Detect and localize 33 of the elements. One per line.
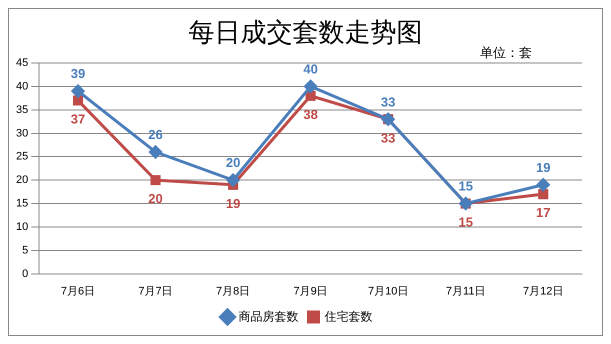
data-label: 40 <box>303 62 318 76</box>
data-label: 39 <box>70 66 86 82</box>
data-label: 15 <box>458 178 473 194</box>
data-label: 17 <box>536 205 550 220</box>
y-tick-label: 45 <box>16 57 28 70</box>
text: 单位：套 <box>480 45 532 60</box>
x-tick-label: 7月12日 <box>523 285 564 298</box>
x-tick-label: 7月7日 <box>138 285 173 298</box>
legend-label: 商品房套数 <box>238 309 298 324</box>
data-label: 19 <box>536 160 550 175</box>
legend-label: 住宅套数 <box>324 309 372 324</box>
y-tick-label: 10 <box>16 220 28 233</box>
x-tick-label: 7月10日 <box>368 285 408 298</box>
data-label: 15 <box>458 214 473 230</box>
x-tick-label: 7月8日 <box>216 285 250 298</box>
chart-title: 每日成交套数走势图 <box>188 18 422 48</box>
y-tick-label: 25 <box>16 150 28 163</box>
y-tick-label: 40 <box>16 80 28 92</box>
x-tick-label: 7月6日 <box>60 285 96 298</box>
x-tick-label: 7月9日 <box>293 285 328 298</box>
data-label: 20 <box>148 191 163 206</box>
y-tick-label: 30 <box>16 127 28 140</box>
y-tick-label: 20 <box>16 174 28 186</box>
data-label: 37 <box>70 112 86 127</box>
y-tick-label: 0 <box>22 268 28 280</box>
data-label: 33 <box>380 94 396 110</box>
data-label: 33 <box>380 130 396 146</box>
x-tick-label: 7月11日 <box>446 285 486 298</box>
y-tick-label: 35 <box>16 104 28 116</box>
y-tick-label: 5 <box>22 244 28 256</box>
data-label: 20 <box>226 155 240 170</box>
data-label: 38 <box>303 106 318 122</box>
y-tick-label: 15 <box>16 198 28 210</box>
